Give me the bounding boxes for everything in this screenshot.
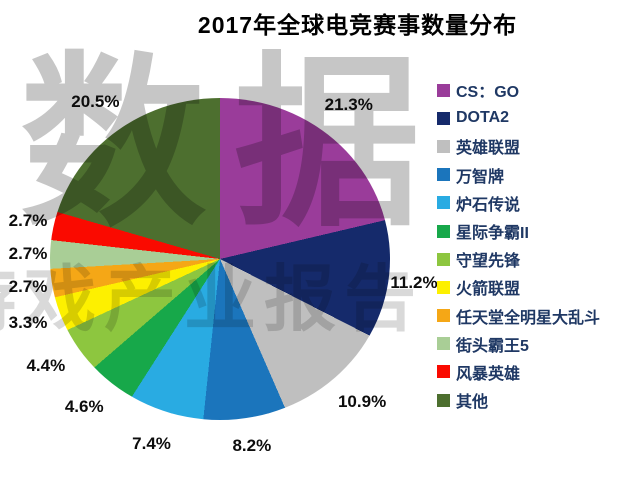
legend-label: 街头霸王5 — [456, 337, 529, 355]
legend-item: 风暴英雄 — [437, 358, 600, 386]
legend-label: CS：GO — [456, 84, 520, 102]
slice-percent-label: 2.7% — [8, 210, 48, 230]
legend-item: 英雄联盟 — [437, 132, 600, 160]
slice-percent-label: 7.4% — [132, 434, 171, 454]
legend-item: DOTA2 — [437, 104, 600, 132]
legend-label: 炉石传说 — [456, 196, 521, 214]
slice-percent-label: 3.3% — [8, 312, 48, 332]
slice-percent-label: 10.9% — [337, 392, 387, 412]
legend-swatch-icon — [437, 393, 450, 407]
legend-item: 火箭联盟 — [437, 273, 600, 301]
legend-label: 火箭联盟 — [456, 281, 521, 299]
legend-swatch-icon — [437, 111, 450, 125]
legend-label: 守望先锋 — [456, 253, 521, 271]
legend-swatch-icon — [437, 365, 450, 379]
slice-percent-label: 20.5% — [71, 92, 120, 111]
legend-label: 其他 — [456, 394, 489, 412]
legend-item: 任天堂全明星大乱斗 — [437, 302, 600, 330]
slice-percent-label: 2.7% — [8, 243, 48, 263]
legend-label: 英雄联盟 — [456, 140, 521, 158]
legend-label: 风暴英雄 — [456, 365, 521, 383]
legend-label: 星际争霸II — [456, 225, 529, 243]
legend-item: CS：GO — [437, 76, 600, 104]
legend-swatch-icon — [437, 280, 450, 294]
slice-percent-label: 8.2% — [232, 436, 272, 455]
legend-item: 街头霸王5 — [437, 330, 600, 358]
slice-percent-label: 21.3% — [324, 95, 373, 115]
legend-label: 任天堂全明星大乱斗 — [456, 309, 601, 327]
chart-title: 2017年全球电竞赛事数量分布 — [197, 12, 518, 38]
legend-item: 星际争霸II — [437, 217, 600, 245]
legend-item: 守望先锋 — [437, 245, 600, 273]
legend: CS：GO DOTA2 英雄联盟万智牌炉石传说星际争霸II 守望先锋火箭联盟任天堂全明… — [437, 76, 600, 414]
slice-percent-label: 4.6% — [64, 397, 104, 417]
legend-item: 炉石传说 — [437, 189, 600, 217]
legend-swatch-icon — [437, 252, 450, 266]
legend-swatch-icon — [437, 224, 450, 238]
slice-percent-label: 2.7% — [8, 277, 48, 296]
legend-swatch-icon — [437, 168, 450, 182]
pie-chart — [50, 98, 390, 420]
slice-percent-label: 11.2% — [390, 272, 438, 292]
legend-item: 万智牌 — [437, 161, 600, 189]
legend-swatch-icon — [437, 196, 450, 210]
legend-item: 其他 — [437, 386, 600, 414]
legend-swatch-icon — [437, 309, 450, 323]
legend-label: DOTA2 — [456, 109, 510, 127]
legend-swatch-icon — [437, 83, 450, 97]
legend-swatch-icon — [437, 337, 450, 351]
slice-percent-label: 4.4% — [26, 355, 66, 375]
legend-label: 万智牌 — [456, 168, 505, 186]
legend-swatch-icon — [437, 139, 450, 153]
